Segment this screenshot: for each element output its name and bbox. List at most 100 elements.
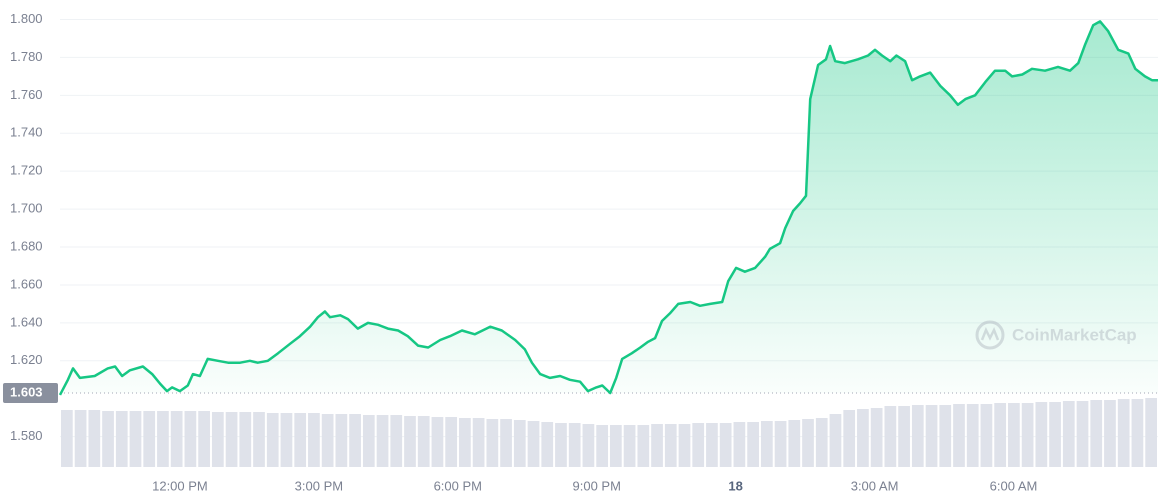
volume-bar <box>472 418 485 467</box>
volume-bar <box>129 411 142 467</box>
y-tick-label: 1.680 <box>10 238 43 253</box>
volume-bar <box>417 416 430 467</box>
volume-bar <box>198 411 210 467</box>
volume-bar <box>115 411 128 467</box>
volume-bar <box>815 418 828 467</box>
volume-bar <box>829 414 842 467</box>
volume-bar <box>362 415 375 467</box>
volume-bar <box>500 419 512 467</box>
x-tick-label: 18 <box>728 478 742 493</box>
y-tick-label: 1.740 <box>10 125 43 140</box>
x-tick-label: 3:00 PM <box>295 478 343 493</box>
volume-bar <box>678 424 691 467</box>
volume-bar <box>1035 402 1048 467</box>
volume-bar <box>774 421 787 467</box>
volume-bar <box>486 419 499 467</box>
x-tick-label: 6:00 AM <box>990 478 1038 493</box>
volume-bar <box>898 406 910 467</box>
volume-bar <box>170 411 183 467</box>
volume-bar <box>1131 399 1144 467</box>
volume-bar <box>733 422 746 467</box>
volume-bar <box>966 404 979 467</box>
volume-bar <box>884 406 897 467</box>
x-tick-label: 6:00 PM <box>434 478 482 493</box>
y-tick-label: 1.580 <box>10 428 43 443</box>
volume-bar <box>211 412 224 467</box>
volume-bar <box>555 423 567 467</box>
volume-bar <box>857 409 869 467</box>
volume-bar <box>1104 400 1116 467</box>
volume-bar <box>349 414 361 467</box>
volume-bar <box>623 425 636 467</box>
volume-bar <box>321 414 334 467</box>
watermark-text: CoinMarketCap <box>1012 325 1137 344</box>
volume-bar <box>1076 401 1089 467</box>
volume-bar <box>390 415 403 467</box>
baseline-label: 1.603 <box>10 384 43 399</box>
volume-bar <box>404 416 416 467</box>
volume-bar <box>953 404 965 467</box>
volume-bar <box>870 408 883 467</box>
baseline-label-box <box>3 383 58 404</box>
x-tick-label: 3:00 AM <box>851 478 899 493</box>
volume-bar <box>102 411 114 467</box>
volume-bar <box>911 405 924 467</box>
y-tick-label: 1.620 <box>10 352 43 367</box>
volume-bar <box>294 413 307 467</box>
volume-bar <box>445 417 458 467</box>
volume-bar <box>74 410 87 467</box>
volume-bar <box>747 422 759 467</box>
volume-bar <box>513 420 526 467</box>
volume-bar <box>376 415 389 467</box>
volume-bar <box>692 423 705 467</box>
volume-bar <box>459 418 471 467</box>
volume-bar <box>843 410 856 467</box>
volume-bar <box>253 412 265 467</box>
volume-bar <box>637 425 650 467</box>
volume-bar <box>1008 403 1020 467</box>
volume-bar <box>994 403 1007 467</box>
volume-bar <box>980 404 993 467</box>
volume-bar <box>760 421 773 467</box>
volume-bar <box>664 424 677 467</box>
volume-bar <box>431 417 444 467</box>
y-tick-label: 1.760 <box>10 87 43 102</box>
volume-bar <box>541 422 554 467</box>
volume-bar <box>1090 400 1103 467</box>
volume-bar <box>239 412 252 467</box>
volume-bar <box>610 425 622 467</box>
volume-bar <box>61 410 73 467</box>
volume-bar <box>527 421 540 467</box>
y-tick-label: 1.660 <box>10 276 43 291</box>
volume-bar <box>706 423 718 467</box>
price-area <box>60 21 1158 395</box>
volume-bar <box>925 405 938 467</box>
volume-bar <box>1117 399 1130 467</box>
volume-bar <box>280 413 293 467</box>
volume-bar <box>802 419 814 467</box>
volume-bar <box>1021 403 1034 467</box>
volume-bar <box>788 420 801 467</box>
price-line <box>58 20 1158 396</box>
volume-bar <box>184 411 197 467</box>
y-tick-label: 1.720 <box>10 163 43 178</box>
volume-bar <box>939 405 952 467</box>
volume-bar <box>568 423 581 467</box>
watermark: CoinMarketCap <box>975 320 1137 350</box>
volume-bar <box>582 424 595 467</box>
y-tick-label: 1.640 <box>10 314 43 329</box>
volume-bar <box>1049 402 1061 467</box>
volume-bar <box>266 413 279 467</box>
y-tick-label: 1.780 <box>10 49 43 64</box>
volume-bar <box>335 414 348 467</box>
volume-bar <box>651 424 663 467</box>
volume-bar <box>88 410 101 467</box>
volume-bar <box>225 412 238 467</box>
y-tick-label: 1.700 <box>10 201 43 216</box>
volume-bar <box>157 411 169 467</box>
volume-bar <box>1145 398 1157 467</box>
volume-bar <box>143 411 156 467</box>
volume-bar <box>1062 401 1075 467</box>
y-tick-label: 1.800 <box>10 11 43 26</box>
